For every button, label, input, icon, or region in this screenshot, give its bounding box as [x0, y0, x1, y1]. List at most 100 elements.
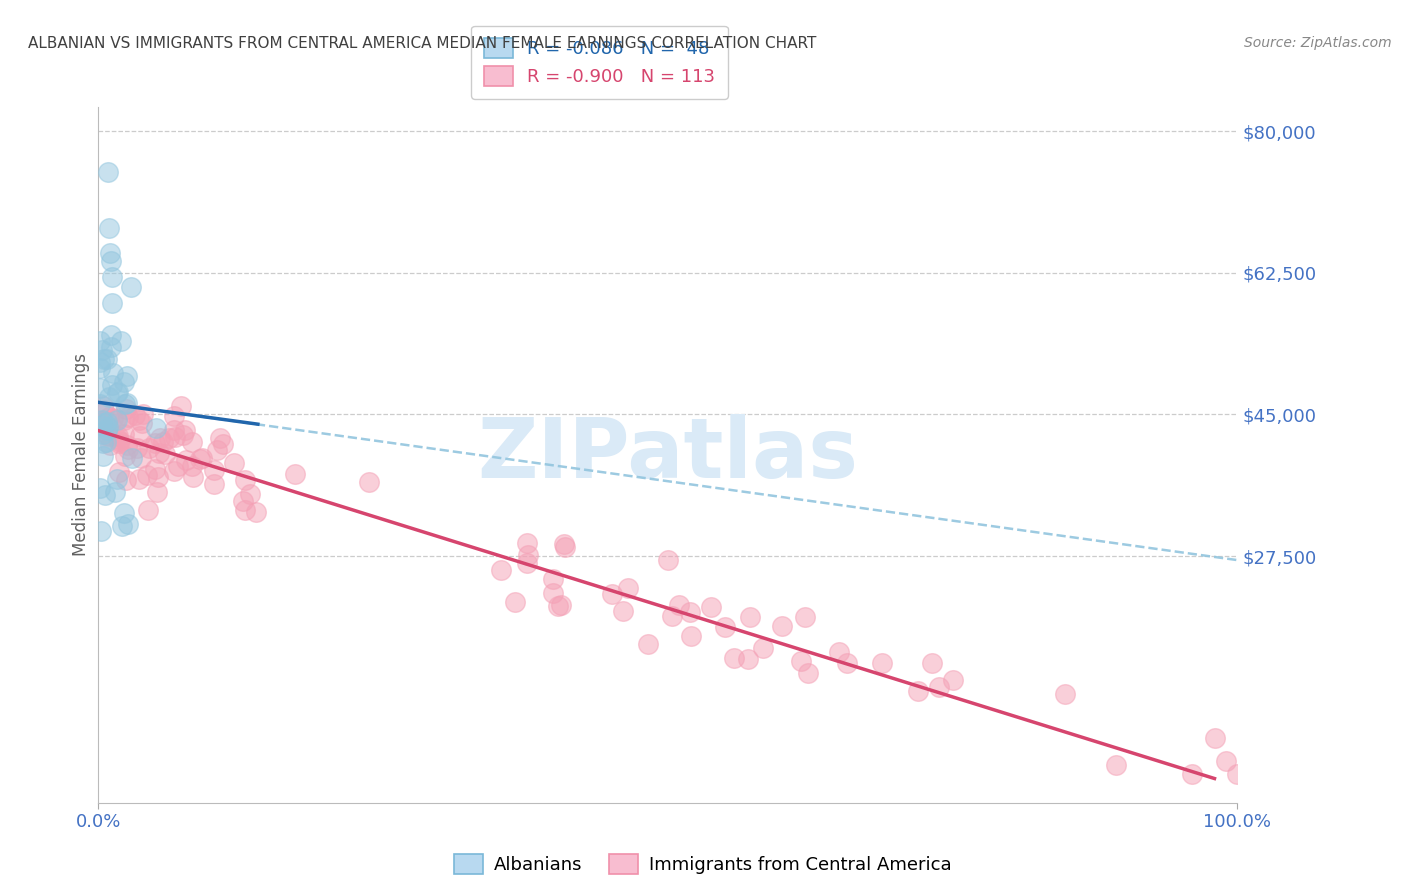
- Point: [107, 465, 129, 479]
- Point: [94, 435, 117, 450]
- Point: [112, 506, 135, 520]
- Point: [97, 428, 120, 442]
- Point: [357, 475, 380, 489]
- Point: [602, 587, 624, 601]
- Point: [117, 368, 139, 383]
- Point: [96, 423, 118, 437]
- Point: [108, 436, 131, 450]
- Point: [100, 340, 122, 354]
- Point: [105, 472, 128, 486]
- Point: [107, 386, 129, 401]
- Point: [835, 656, 858, 670]
- Point: [1053, 688, 1076, 702]
- Point: [553, 537, 575, 551]
- Point: [100, 327, 122, 342]
- Point: [117, 409, 139, 424]
- Point: [907, 683, 929, 698]
- Point: [94, 416, 117, 430]
- Point: [101, 378, 124, 392]
- Point: [239, 486, 262, 500]
- Point: [205, 443, 228, 458]
- Point: [91, 419, 114, 434]
- Point: [202, 463, 225, 477]
- Point: [637, 637, 659, 651]
- Point: [110, 334, 132, 349]
- Point: [737, 652, 759, 666]
- Point: [208, 431, 231, 445]
- Point: [146, 485, 169, 500]
- Point: [770, 619, 793, 633]
- Point: [89, 361, 111, 376]
- Point: [97, 409, 120, 424]
- Point: [489, 563, 512, 577]
- Point: [115, 473, 138, 487]
- Point: [170, 400, 193, 414]
- Point: [97, 221, 120, 235]
- Legend: Albanians, Immigrants from Central America: Albanians, Immigrants from Central Ameri…: [446, 845, 960, 883]
- Point: [91, 343, 114, 358]
- Text: ZIPatlas: ZIPatlas: [478, 415, 858, 495]
- Point: [751, 641, 773, 656]
- Point: [224, 456, 246, 470]
- Point: [738, 609, 761, 624]
- Point: [100, 253, 122, 268]
- Point: [155, 447, 177, 461]
- Point: [928, 680, 950, 694]
- Point: [191, 451, 214, 466]
- Point: [232, 493, 254, 508]
- Point: [93, 400, 115, 414]
- Point: [723, 651, 745, 665]
- Point: [212, 437, 235, 451]
- Point: [159, 431, 181, 445]
- Point: [114, 401, 136, 416]
- Point: [114, 449, 136, 463]
- Point: [91, 449, 114, 463]
- Point: [128, 472, 150, 486]
- Point: [180, 458, 202, 473]
- Point: [284, 467, 307, 481]
- Point: [89, 355, 111, 369]
- Point: [117, 438, 139, 452]
- Point: [1181, 767, 1204, 781]
- Point: [91, 413, 114, 427]
- Point: [188, 451, 211, 466]
- Point: [98, 438, 121, 452]
- Point: [172, 427, 194, 442]
- Point: [503, 595, 526, 609]
- Point: [124, 409, 146, 423]
- Point: [163, 423, 186, 437]
- Point: [550, 598, 572, 612]
- Point: [516, 548, 538, 562]
- Point: [146, 469, 169, 483]
- Point: [98, 391, 121, 405]
- Point: [101, 296, 124, 310]
- Point: [89, 397, 111, 411]
- Point: [89, 381, 111, 395]
- Point: [112, 413, 135, 427]
- Point: [245, 505, 267, 519]
- Point: [105, 412, 128, 426]
- Point: [111, 519, 134, 533]
- Point: [129, 450, 152, 465]
- Point: [148, 446, 170, 460]
- Point: [112, 375, 135, 389]
- Point: [91, 427, 114, 442]
- Point: [96, 415, 118, 429]
- Point: [797, 665, 820, 680]
- Point: [679, 630, 702, 644]
- Point: [163, 464, 186, 478]
- Point: [101, 366, 124, 380]
- Y-axis label: Median Female Earnings: Median Female Earnings: [72, 353, 90, 557]
- Point: [121, 450, 143, 465]
- Point: [145, 421, 167, 435]
- Point: [554, 541, 576, 555]
- Point: [131, 416, 153, 430]
- Point: [90, 524, 112, 539]
- Point: [163, 429, 186, 443]
- Point: [107, 384, 129, 399]
- Point: [101, 269, 124, 284]
- Point: [1105, 757, 1128, 772]
- Point: [541, 572, 564, 586]
- Point: [93, 488, 115, 502]
- Point: [127, 442, 149, 456]
